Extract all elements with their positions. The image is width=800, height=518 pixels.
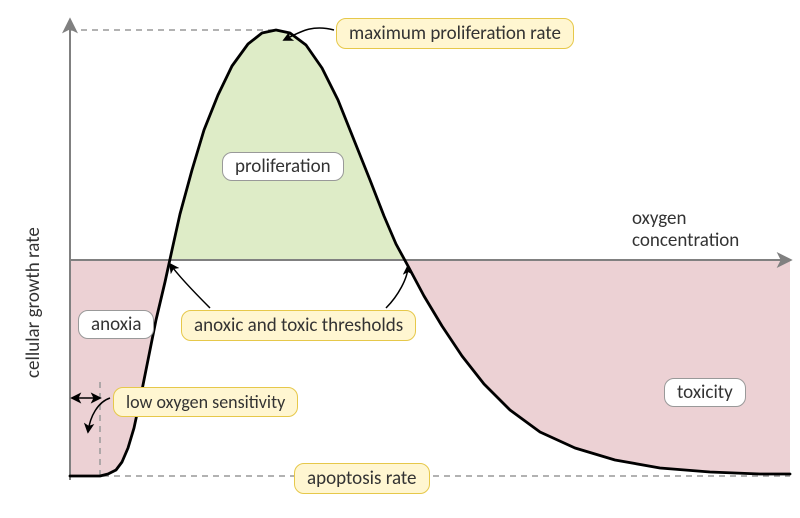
anoxia-region (70, 260, 170, 476)
arrow-anoxic-threshold (170, 264, 210, 308)
growth-rate-diagram (0, 0, 800, 518)
label-anoxic-toxic: anoxic and toxic thresholds (181, 310, 416, 341)
x-axis-label: oxygenconcentration (632, 208, 739, 253)
proliferation-region (170, 30, 405, 260)
label-proliferation: proliferation (222, 152, 344, 181)
label-apoptosis: apoptosis rate (294, 463, 430, 494)
arrow-toxic-threshold (386, 266, 408, 308)
y-axis-label: cellular growth rate (22, 227, 45, 378)
label-max-proliferation: maximum proliferation rate (336, 18, 574, 49)
label-toxicity: toxicity (664, 378, 746, 407)
label-anoxia: anoxia (78, 310, 154, 339)
toxicity-region (405, 260, 790, 474)
label-low-oxygen: low oxygen sensitivity (113, 387, 298, 417)
